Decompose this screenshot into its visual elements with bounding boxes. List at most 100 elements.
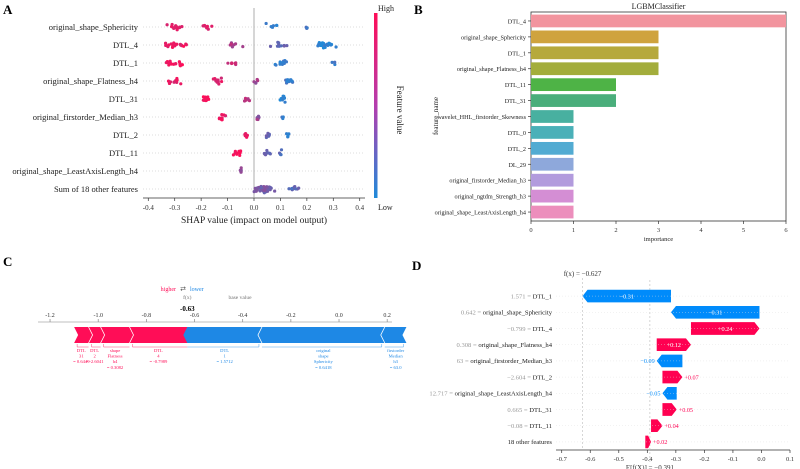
equals-sign: = — [463, 358, 470, 365]
shap-point — [268, 185, 272, 190]
x-axis-label-b: importance — [644, 236, 673, 243]
shap-point — [334, 45, 338, 49]
waterfall-row-label: −0.799 = DTL_4 — [507, 326, 553, 333]
shap-point — [275, 44, 280, 48]
shap-point — [286, 132, 290, 136]
force-bracket — [261, 344, 382, 348]
shap-point — [294, 187, 298, 191]
x-tick-label-a: 0.4 — [355, 204, 364, 212]
force-feature-label: = 1.5712 — [216, 359, 233, 364]
waterfall-row-label: 0.665 = DTL_31 — [507, 407, 552, 414]
waterfall-row-label: 0.308 = original_shape_Flatness_h4 — [457, 342, 553, 349]
x-tick-label-b: 0 — [529, 227, 532, 234]
chart-title-b: LGBMClassifier — [632, 2, 686, 11]
waterfall-bar — [645, 435, 652, 449]
shap-point — [263, 185, 267, 189]
force-feature-label: original — [316, 348, 331, 353]
x-tick-label-b: 6 — [784, 227, 788, 234]
x-tick-label-b: 1 — [572, 227, 575, 234]
shap-point — [174, 62, 178, 66]
category-label-b: original_ngtdm_Strength_h3 — [455, 194, 527, 201]
x-tick-label-a: 0.2 — [302, 204, 311, 212]
importance-bar — [531, 14, 786, 28]
x-tick-label-c: 0.2 — [383, 313, 391, 319]
category-label-b: DTL_31 — [505, 98, 526, 105]
shap-point — [164, 61, 168, 65]
waterfall-bar-label: −0.09 — [640, 358, 654, 365]
shap-point — [287, 187, 291, 191]
shap-point — [241, 45, 245, 49]
category-label-b: wavelet_HHL_firstorder_Skewness — [437, 114, 526, 121]
y-axis-label-b: feature_name — [432, 97, 440, 135]
base-value-caption: base value — [228, 295, 252, 301]
feature-label: original_shape_Flatness_h4 — [43, 76, 139, 86]
shap-point — [220, 79, 224, 84]
shap-point — [175, 42, 179, 46]
importance-bar — [531, 126, 574, 139]
importance-bar — [531, 30, 659, 44]
x-tick-label-a: -0.4 — [143, 204, 155, 212]
colorbar-low-label: Low — [378, 203, 393, 212]
shap-point — [278, 152, 283, 157]
shap-point — [268, 44, 273, 48]
legend-arrows: ⇄ — [180, 285, 186, 293]
force-feature-label: = 63.0 — [390, 365, 402, 370]
feature-label: Sum of 18 other features — [54, 184, 138, 194]
x-tick-label-c: -0.2 — [286, 313, 296, 319]
colorbar-high-label: High — [378, 4, 394, 13]
legend-higher: higher — [161, 287, 176, 293]
feature-name: original_shape_Flatness_h4 — [478, 342, 552, 349]
shap-point — [285, 43, 289, 48]
feature-name: original_firstorder_Median_h3 — [470, 358, 552, 365]
category-label-b: DTL_2 — [508, 146, 526, 153]
force-bracket — [91, 344, 101, 348]
waterfall-bar — [662, 403, 677, 416]
category-label-b: original_shape_Flatness_h4 — [457, 66, 526, 73]
waterfall-bar-label: −0.05 — [646, 391, 660, 398]
force-feature-label: Median — [389, 354, 404, 359]
shap-point — [220, 113, 224, 117]
shap-point — [266, 151, 270, 155]
x-tick-label-a: 0.1 — [276, 204, 285, 212]
force-bracket — [384, 344, 404, 348]
importance-bar — [531, 78, 616, 92]
shap-point — [238, 153, 242, 157]
feature-name: DTL_2 — [533, 374, 552, 381]
shap-point — [267, 133, 271, 137]
waterfall-bar — [662, 386, 677, 400]
shap-point — [230, 61, 234, 66]
colorbar — [374, 13, 378, 198]
force-feature-label: Flatness — [108, 354, 123, 359]
force-separator — [129, 326, 134, 344]
category-label-b: original_firstorder_Median_h3 — [449, 178, 526, 185]
shap-point — [169, 42, 173, 46]
importance-bar — [531, 189, 574, 203]
shap-point — [281, 115, 285, 119]
x-tick-label-d: -0.2 — [699, 456, 709, 463]
shap-point — [327, 41, 331, 45]
importance-bar — [531, 110, 574, 123]
feature-name: 18 other features — [508, 439, 553, 446]
x-tick-label-c: -0.8 — [142, 313, 152, 319]
x-tick-label-d: -0.5 — [614, 456, 624, 463]
shap-point — [262, 191, 266, 195]
feature-value: 12.717 — [429, 391, 448, 398]
feature-name: DTL_4 — [533, 326, 553, 333]
feature-name: DTL_1 — [533, 293, 552, 300]
force-feature-label: Sphericity — [314, 359, 334, 364]
force-negative-bar — [183, 327, 407, 343]
force-feature-label: 2 — [93, 354, 96, 359]
shap-point — [178, 42, 182, 47]
x-tick-label-b: 2 — [614, 227, 617, 234]
force-feature-label: h3 — [393, 359, 398, 364]
importance-bar — [531, 157, 574, 171]
category-label-b: DL_29 — [508, 162, 526, 169]
shap-point — [323, 45, 327, 50]
importance-bar — [531, 205, 574, 219]
force-feature-label: shape — [318, 354, 328, 359]
x-tick-label-d: -0.6 — [585, 456, 596, 463]
force-bracket — [103, 344, 130, 348]
force-feature-label: = -2.6041 — [86, 359, 105, 364]
